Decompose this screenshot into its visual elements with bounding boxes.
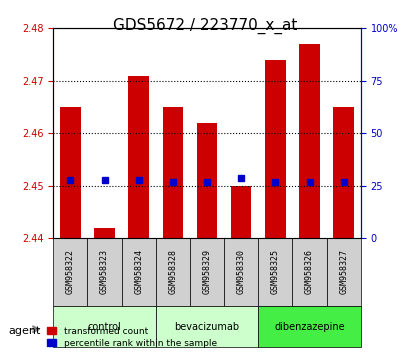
Bar: [162, 107, 183, 239]
Text: GSM958330: GSM958330: [236, 249, 245, 293]
FancyBboxPatch shape: [189, 239, 224, 306]
Bar: [265, 60, 285, 239]
FancyBboxPatch shape: [87, 239, 121, 306]
Text: GSM958326: GSM958326: [304, 249, 313, 293]
Text: GSM958328: GSM958328: [168, 249, 177, 293]
Text: GDS5672 / 223770_x_at: GDS5672 / 223770_x_at: [112, 18, 297, 34]
Bar: [128, 76, 148, 239]
Text: control: control: [88, 321, 121, 332]
Text: GSM958327: GSM958327: [338, 249, 347, 293]
Text: GSM958329: GSM958329: [202, 249, 211, 293]
Text: bevacizumab: bevacizumab: [174, 321, 239, 332]
FancyBboxPatch shape: [258, 239, 292, 306]
Bar: [196, 123, 217, 239]
Bar: [333, 107, 353, 239]
Bar: [94, 228, 115, 239]
Text: dibenzazepine: dibenzazepine: [274, 321, 344, 332]
FancyBboxPatch shape: [258, 306, 360, 347]
FancyBboxPatch shape: [155, 306, 258, 347]
Bar: [230, 186, 251, 239]
Text: GSM958325: GSM958325: [270, 249, 279, 293]
Bar: [60, 107, 81, 239]
Bar: [299, 44, 319, 239]
Text: GSM958323: GSM958323: [100, 249, 109, 293]
FancyBboxPatch shape: [224, 239, 258, 306]
FancyBboxPatch shape: [292, 239, 326, 306]
Legend: transformed count, percentile rank within the sample: transformed count, percentile rank withi…: [45, 325, 218, 349]
Text: GSM958324: GSM958324: [134, 249, 143, 293]
Text: GSM958322: GSM958322: [66, 249, 75, 293]
FancyBboxPatch shape: [121, 239, 155, 306]
Text: agent: agent: [8, 326, 40, 336]
FancyBboxPatch shape: [53, 239, 87, 306]
FancyBboxPatch shape: [326, 239, 360, 306]
FancyBboxPatch shape: [53, 306, 155, 347]
FancyBboxPatch shape: [155, 239, 189, 306]
